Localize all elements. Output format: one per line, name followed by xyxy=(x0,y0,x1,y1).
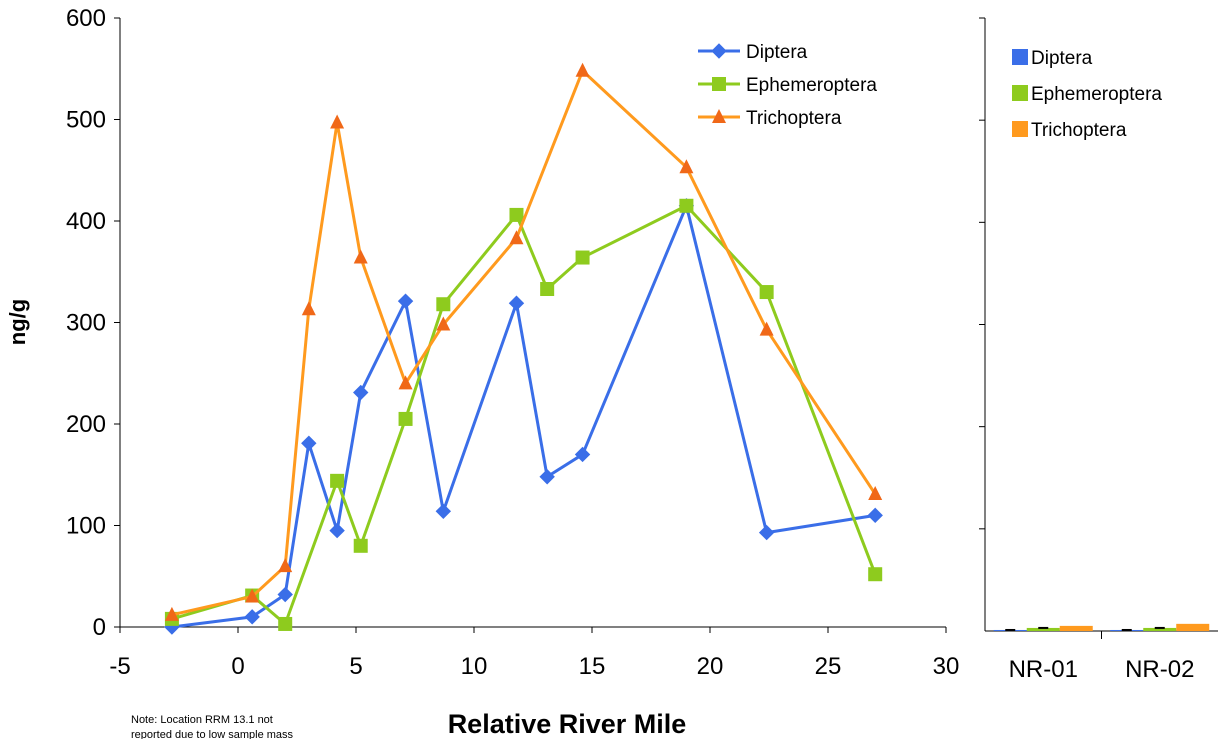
bar-legend: Diptera Ephemeroptera Trichoptera xyxy=(1012,48,1162,141)
series-ephemeroptera xyxy=(164,198,883,631)
trichoptera-point xyxy=(759,321,774,336)
ephemeroptera-point xyxy=(278,616,293,631)
ephemeroptera-point xyxy=(759,285,774,300)
y-tick-label: 300 xyxy=(66,310,106,337)
y-tick-label: 200 xyxy=(66,411,106,438)
diptera-point xyxy=(301,435,317,451)
y-tick-label: 600 xyxy=(66,5,106,32)
bar-trichoptera xyxy=(1176,623,1210,631)
bar-ephemeroptera xyxy=(1026,627,1060,631)
line-legend: Diptera Ephemeroptera Trichoptera xyxy=(698,42,877,129)
legend-marker-trichoptera xyxy=(712,109,726,123)
diptera-point xyxy=(277,586,293,603)
bar-chart: NR-01 NR-02 Diptera Ephemeroptera Trichopte… xyxy=(979,17,1218,683)
trichoptera-point xyxy=(301,301,316,316)
x-tick-label: 25 xyxy=(815,653,842,680)
bar-legend-swatch-trichoptera xyxy=(1012,121,1028,137)
note-line-2: reported due to low sample mass xyxy=(131,729,294,739)
legend-marker-ephemeroptera xyxy=(712,77,726,91)
x-tick-label: 20 xyxy=(697,653,724,680)
trichoptera-point xyxy=(575,62,590,77)
ephemeroptera-point xyxy=(398,411,413,426)
bar-trichoptera xyxy=(1059,625,1093,631)
x-tick-label: 10 xyxy=(461,653,488,680)
x-tick-label: 0 xyxy=(231,653,244,680)
ephemeroptera-point xyxy=(330,473,345,488)
legend-label-ephemeroptera: Ephemeroptera xyxy=(746,75,877,96)
y-tick-label: 400 xyxy=(66,208,106,235)
ephemeroptera-point xyxy=(509,207,524,222)
legend-item-ephemeroptera: Ephemeroptera xyxy=(698,75,877,96)
x-tick-label: 30 xyxy=(933,653,960,680)
ephemeroptera-point xyxy=(868,567,883,582)
bar-legend-item-diptera: Diptera xyxy=(1012,48,1093,69)
ephemeroptera-point xyxy=(540,282,555,297)
ephemeroptera-point xyxy=(353,538,368,553)
x-tick-label: -5 xyxy=(109,653,130,680)
bar-legend-label-diptera: Diptera xyxy=(1031,48,1093,69)
bar-legend-swatch-ephemeroptera xyxy=(1012,85,1028,101)
diptera-point xyxy=(539,469,555,485)
trichoptera-point xyxy=(398,375,413,390)
diptera-point xyxy=(574,446,591,463)
diptera-point xyxy=(758,524,775,541)
diptera-point xyxy=(353,384,369,401)
trichoptera-point xyxy=(164,606,179,621)
trichoptera-point xyxy=(868,486,883,501)
trichoptera-point xyxy=(245,588,260,603)
trichoptera-point xyxy=(330,114,345,129)
trichoptera-point xyxy=(436,316,451,331)
bar-legend-label-trichoptera: Trichoptera xyxy=(1031,120,1127,141)
diptera-point xyxy=(397,293,414,309)
legend-item-trichoptera: Trichoptera xyxy=(698,108,842,129)
x-axis-title: Relative River Mile xyxy=(448,709,687,739)
diptera-point xyxy=(329,522,345,539)
ephemeroptera-point xyxy=(436,297,451,312)
ephemeroptera-point xyxy=(575,250,590,265)
y-tick-label: 500 xyxy=(66,107,106,134)
bar-legend-label-ephemeroptera: Ephemeroptera xyxy=(1031,84,1162,105)
diptera-point xyxy=(244,609,260,625)
bar-legend-item-ephemeroptera: Ephemeroptera xyxy=(1012,84,1162,105)
bar-ephemeroptera xyxy=(1143,627,1177,631)
trichoptera-point xyxy=(509,230,524,245)
series-diptera xyxy=(164,198,883,635)
diptera-point xyxy=(867,507,883,524)
y-tick-label: 100 xyxy=(66,513,106,540)
series-trichoptera xyxy=(164,62,883,621)
x-tick-label: 5 xyxy=(349,653,362,680)
ephemeroptera-line xyxy=(171,204,877,626)
category-label: NR-01 xyxy=(1009,656,1078,683)
trichoptera-point xyxy=(679,159,694,174)
diptera-line xyxy=(171,204,876,629)
y-tick-label: 0 xyxy=(93,614,106,641)
diptera-point xyxy=(435,503,452,519)
category-label: NR-02 xyxy=(1125,656,1194,683)
trichoptera-point xyxy=(353,249,368,264)
legend-label-diptera: Diptera xyxy=(746,42,808,63)
bar-legend-item-trichoptera: Trichoptera xyxy=(1012,120,1127,141)
bar-legend-swatch-diptera xyxy=(1012,49,1028,65)
trichoptera-point xyxy=(278,558,293,573)
ephemeroptera-point xyxy=(679,198,694,213)
legend-item-diptera: Diptera xyxy=(698,42,808,63)
y-axis-title: ng/g xyxy=(5,299,30,345)
legend-marker-diptera xyxy=(711,43,727,59)
legend-label-trichoptera: Trichoptera xyxy=(746,108,842,129)
diptera-point xyxy=(508,295,525,311)
x-tick-label: 15 xyxy=(579,653,606,680)
note-line-1: Note: Location RRM 13.1 not xyxy=(131,714,273,726)
